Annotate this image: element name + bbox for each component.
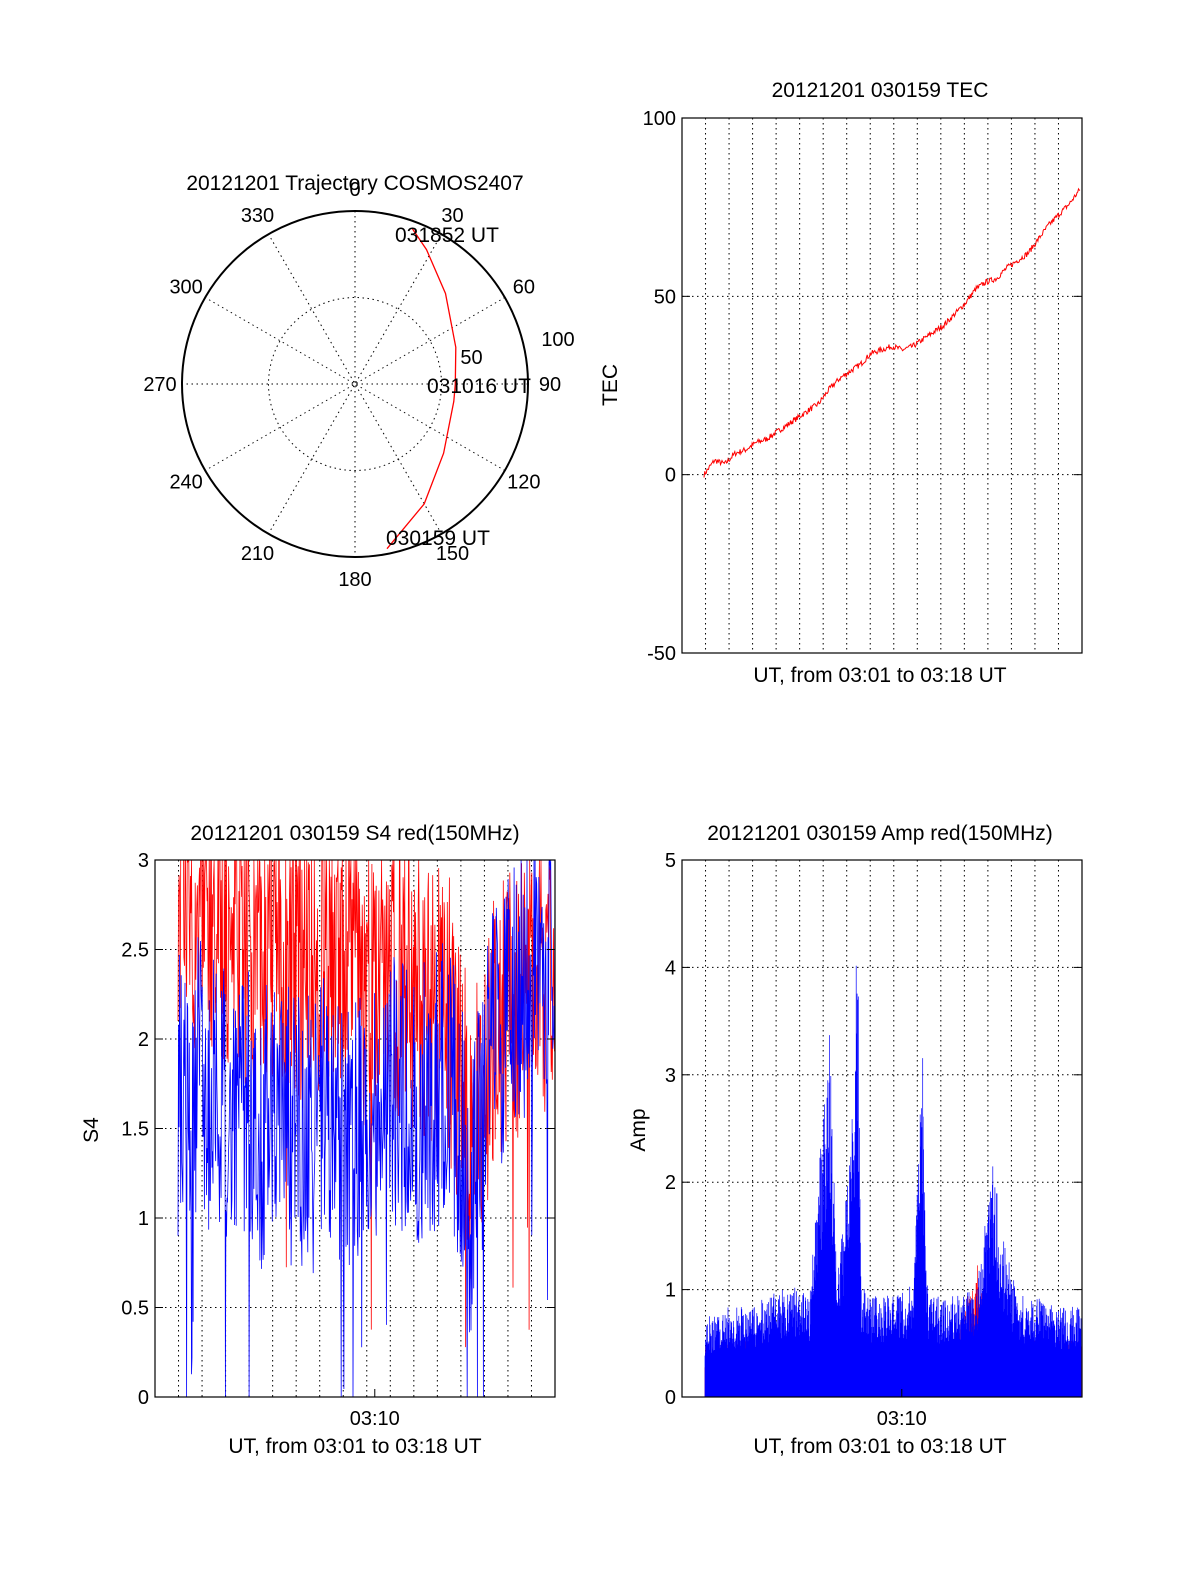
- amp-grid: [682, 860, 1082, 1397]
- s4-title: 20121201 030159 S4 red(150MHz): [190, 822, 519, 845]
- y-tick-label: 2: [138, 1029, 149, 1051]
- y-tick-label: 3: [665, 1065, 676, 1087]
- amp-title: 20121201 030159 Amp red(150MHz): [707, 822, 1053, 845]
- tec-chart: 20121201 030159 TEC -50 0 50 100 TEC UT, fr…: [599, 79, 1083, 687]
- polar-angle-label: 0: [349, 179, 360, 201]
- y-tick-label: -50: [647, 643, 676, 665]
- polar-angle-label: 30: [441, 205, 463, 227]
- polar-angle-label: 60: [513, 277, 535, 299]
- polar-title: 20121201 Trajectory COSMOS2407: [186, 172, 523, 195]
- s4-x-axis-label: UT, from 03:01 to 03:18 UT: [228, 1435, 481, 1458]
- polar-trajectory-line-0: [386, 227, 457, 550]
- s4-y-tick-labels: 0 0.5 1 1.5 2 2.5 3: [121, 850, 555, 1409]
- polar-angle-label: 180: [338, 569, 371, 591]
- y-tick-label: 2: [665, 1172, 676, 1194]
- amp-series: [704, 965, 1082, 1397]
- polar-spoke-30: [268, 233, 442, 535]
- polar-angle-label: 120: [507, 472, 540, 494]
- polar-grid: [181, 210, 529, 558]
- tec-line-0: [703, 187, 1081, 478]
- amp-y-tick-labels: 0 1 2 3 4 5: [665, 850, 1082, 1409]
- y-tick-label: 4: [665, 957, 676, 979]
- amp-chart: 20121201 030159 Amp red(150MHz) 0 1 2 3 4 5 0…: [627, 822, 1083, 1458]
- amp-y-axis-label: Amp: [627, 1108, 650, 1151]
- polar-angle-label: 330: [241, 205, 274, 227]
- y-tick-label: 5: [665, 850, 676, 872]
- y-tick-label: 1: [665, 1280, 676, 1302]
- polar-angle-labels: 0 30 60 90 120 150 180 210 240 270 300 330: [143, 179, 561, 591]
- y-tick-label: 0.5: [121, 1298, 149, 1320]
- polar-grid-circle-50: [268, 297, 442, 471]
- amp-plot-frame: [681, 859, 1083, 1398]
- annotation-mid-time: 031016 UT: [427, 375, 531, 398]
- polar-spoke-150: [268, 233, 442, 535]
- polar-angle-label: 300: [169, 277, 202, 299]
- tec-y-tick-labels: -50 0 50 100: [643, 108, 1082, 665]
- s4-chart: 20121201 030159 S4 red(150MHz) 0 0.5 1 1.5 2…: [80, 822, 556, 1458]
- y-tick-label: 0: [665, 1387, 676, 1409]
- polar-radial-label: 100: [541, 329, 574, 351]
- y-tick-label: 1.5: [121, 1119, 149, 1141]
- y-tick-label: 0: [138, 1387, 149, 1409]
- amp-x-axis-label: UT, from 03:01 to 03:18 UT: [753, 1435, 1006, 1458]
- y-tick-label: 50: [654, 286, 676, 308]
- polar-radial-label: 50: [460, 347, 482, 369]
- polar-angle-label: 90: [539, 374, 561, 396]
- s4-x-tick-labels: 03:10: [350, 1389, 400, 1430]
- tec-plot-frame: [681, 117, 1083, 654]
- polar-trajectory-chart: 20121201 Trajectory COSMOS2407 0 30 60 90 12…: [143, 172, 574, 591]
- polar-angle-label: 240: [169, 472, 202, 494]
- s4-y-axis-label: S4: [80, 1117, 103, 1143]
- annotation-end-time: 031852 UT: [395, 224, 499, 247]
- x-tick-label: 03:10: [877, 1408, 927, 1430]
- annotation-start-time: 030159 UT: [386, 527, 490, 550]
- polar-angle-label: 210: [241, 543, 274, 565]
- amp-line-1: [704, 965, 1082, 1397]
- s4-line-1: [177, 859, 556, 1398]
- y-tick-label: 2.5: [121, 940, 149, 962]
- polar-series: [386, 227, 457, 550]
- polar-angle-label: 150: [436, 543, 469, 565]
- y-tick-label: 3: [138, 850, 149, 872]
- x-tick-label: 03:10: [350, 1408, 400, 1430]
- y-tick-label: 1: [138, 1208, 149, 1230]
- tec-x-axis-label: UT, from 03:01 to 03:18 UT: [753, 664, 1006, 687]
- polar-radial-labels: 50 100: [460, 329, 574, 369]
- polar-angle-label: 270: [143, 374, 176, 396]
- tec-title: 20121201 030159 TEC: [772, 79, 989, 102]
- tec-series: [703, 187, 1081, 478]
- y-tick-label: 0: [665, 465, 676, 487]
- y-tick-label: 100: [643, 108, 676, 130]
- tec-y-axis-label: TEC: [599, 364, 622, 406]
- tec-grid: [682, 118, 1082, 653]
- amp-x-tick-labels: 03:10: [877, 1389, 927, 1430]
